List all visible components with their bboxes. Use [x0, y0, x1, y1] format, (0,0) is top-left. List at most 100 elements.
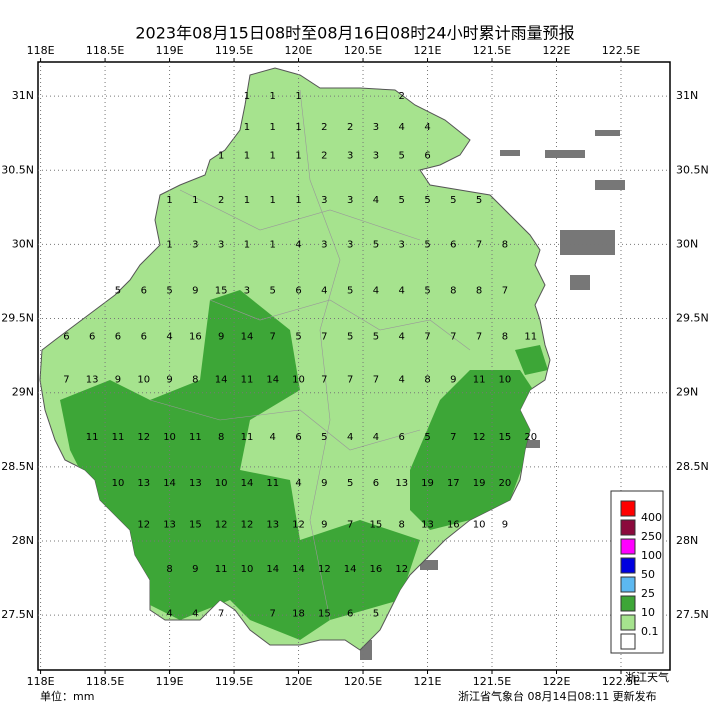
rain-value: 5 [115, 285, 121, 296]
rain-value: 9 [502, 520, 508, 531]
rain-value: 15 [318, 609, 331, 620]
rain-value: 7 [450, 432, 456, 443]
rain-value: 6 [347, 609, 353, 620]
rain-value: 4 [166, 331, 172, 342]
legend-label: 10 [641, 606, 655, 619]
rain-value: 4 [347, 432, 353, 443]
legend-swatch [620, 557, 636, 574]
y-tick-label: 28.5N [1, 460, 34, 473]
rain-value: 6 [63, 331, 69, 342]
rain-value: 14 [241, 478, 254, 489]
legend-swatch [620, 538, 636, 555]
rain-value: 13 [163, 520, 176, 531]
x-tick-label: 119E [156, 44, 184, 57]
rain-value: 4 [270, 432, 276, 443]
rain-value: 4 [192, 609, 198, 620]
rain-value: 3 [218, 239, 224, 250]
rain-value: 20 [499, 478, 512, 489]
rain-value: 8 [218, 432, 224, 443]
rain-value: 1 [270, 195, 276, 206]
county-borders [149, 89, 471, 621]
x-tick-label: 119.5E [215, 675, 253, 688]
rain-value: 13 [421, 520, 434, 531]
rain-value: 5 [424, 285, 430, 296]
rain-value: 11 [241, 432, 254, 443]
rain-value: 14 [266, 374, 279, 385]
rain-value: 4 [373, 195, 379, 206]
rain-value: 20 [524, 432, 537, 443]
rain-value: 12 [395, 564, 408, 575]
footer: 浙江省气象台 08月14日08:11 更新发布 [458, 689, 657, 703]
rain-value: 7 [476, 331, 482, 342]
rain-value: 5 [399, 150, 405, 161]
rain-value: 6 [89, 331, 95, 342]
y-tick-label: 27.5N [1, 608, 34, 621]
x-tick-label: 118E [27, 44, 55, 57]
rain-value: 6 [141, 331, 147, 342]
y-tick-label: 31N [12, 89, 34, 102]
rain-value: 14 [266, 564, 279, 575]
x-tick-label: 121E [414, 675, 442, 688]
rain-value: 7 [63, 374, 69, 385]
x-tick-label: 122E [543, 675, 571, 688]
rain-value: 9 [450, 374, 456, 385]
y-tick-label: 30N [676, 237, 698, 250]
rain-value: 9 [115, 374, 121, 385]
x-tick-label: 119E [156, 675, 184, 688]
rain-value: 5 [476, 195, 482, 206]
rain-value: 7 [321, 374, 327, 385]
y-tick-label: 29.5N [1, 312, 34, 325]
rain-value: 1 [218, 150, 224, 161]
rain-value: 5 [347, 331, 353, 342]
x-tick-label: 120E [285, 44, 313, 57]
rain-value: 1 [244, 150, 250, 161]
rain-value: 7 [270, 331, 276, 342]
rain-value: 6 [424, 150, 430, 161]
rain-value: 1 [270, 150, 276, 161]
rain-value: 16 [189, 331, 202, 342]
legend-box [610, 490, 664, 654]
rain-value: 2 [399, 91, 405, 102]
rain-value: 1 [295, 122, 301, 133]
rain-value: 7 [321, 331, 327, 342]
rain-value: 11 [473, 374, 486, 385]
rain-value: 18 [292, 609, 305, 620]
rain-value: 4 [424, 122, 430, 133]
y-tick-label: 29N [676, 386, 698, 399]
rain-value: 12 [292, 520, 305, 531]
rain-value: 3 [192, 239, 198, 250]
rain-value: 3 [321, 195, 327, 206]
rain-value: 6 [115, 331, 121, 342]
title: 2023年08月15日08时至08月16日08时24小时累计雨量预报 [135, 24, 574, 43]
rain-value: 13 [266, 520, 279, 531]
rain-value: 7 [347, 374, 353, 385]
rain-value: 2 [321, 122, 327, 133]
y-tick-label: 28.5N [676, 460, 709, 473]
legend-swatch [620, 519, 636, 536]
rain-value: 15 [370, 520, 383, 531]
rain-value: 4 [295, 478, 301, 489]
y-tick-label: 28N [676, 534, 698, 547]
rain-value: 9 [218, 331, 224, 342]
rain-value: 4 [166, 609, 172, 620]
unit: 单位：mm [40, 689, 94, 703]
rain-value: 3 [373, 150, 379, 161]
rain-value: 13 [137, 478, 150, 489]
rain-value: 1 [295, 150, 301, 161]
rain-value: 14 [292, 564, 305, 575]
y-tick-label: 29.5N [676, 312, 709, 325]
rain-value: 8 [166, 564, 172, 575]
rain-value: 9 [321, 478, 327, 489]
rain-value: 13 [86, 374, 99, 385]
rain-value: 3 [321, 239, 327, 250]
x-tick-label: 118E [27, 675, 55, 688]
rain-value: 9 [321, 520, 327, 531]
rain-value: 11 [524, 331, 537, 342]
legend-swatch [620, 500, 636, 517]
x-tick-label: 122.5E [602, 675, 640, 688]
rain-value: 4 [373, 432, 379, 443]
rain-value: 8 [502, 331, 508, 342]
legend-swatch [620, 633, 636, 650]
rain-value: 11 [241, 374, 254, 385]
rain-value: 7 [347, 520, 353, 531]
